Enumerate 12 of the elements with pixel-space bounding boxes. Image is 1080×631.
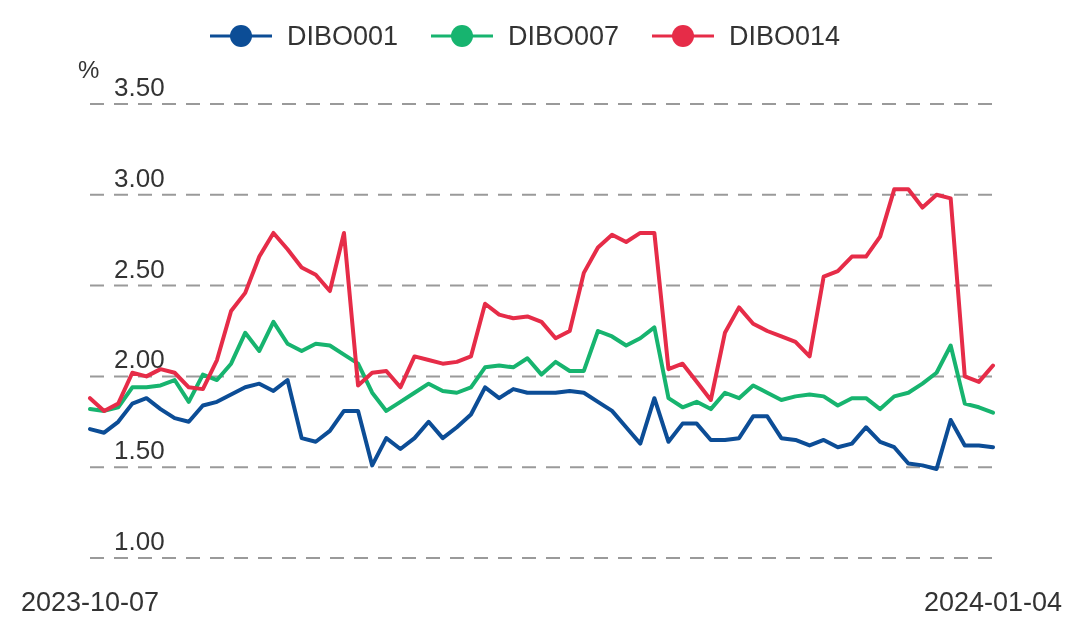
legend-label: DIBO014 xyxy=(729,20,841,52)
x-tick-label: 2023-10-07 xyxy=(20,587,160,617)
y-tick-label: 3.50 xyxy=(114,72,165,102)
y-axis-title: % xyxy=(78,56,100,84)
y-tick-label: 1.50 xyxy=(114,435,165,466)
y-tick-label: 2.00 xyxy=(114,344,165,375)
y-tick-label: 1.00 xyxy=(114,526,165,556)
legend-label: DIBO001 xyxy=(286,20,398,52)
y-tick-label: 3.00 xyxy=(114,162,165,193)
x-tick-label: 2024-01-04 xyxy=(923,587,1063,617)
legend-label: DIBO007 xyxy=(507,20,620,52)
y-tick-label: 2.50 xyxy=(114,253,165,284)
